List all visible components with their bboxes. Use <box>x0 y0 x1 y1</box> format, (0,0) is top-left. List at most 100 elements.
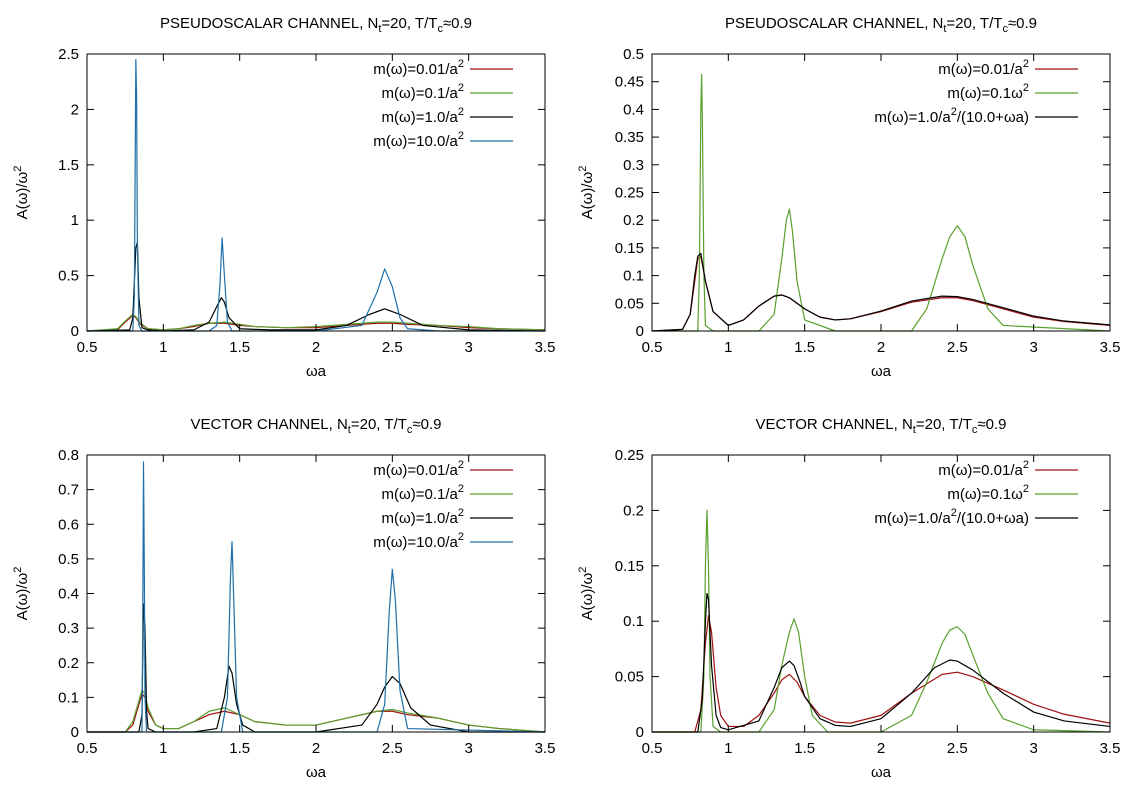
x-tick-label: 2.5 <box>947 740 968 757</box>
x-tick-label: 3.5 <box>535 339 556 356</box>
y-tick-label: 0.25 <box>615 185 644 202</box>
y-axis-label: A(ω)/ω2 <box>12 567 31 621</box>
y-tick-label: 2.5 <box>58 46 79 63</box>
chart-title: PSEUDOSCALAR CHANNEL, Nt=20, T/Tc≈0.9 <box>160 15 472 35</box>
legend-entry-1: m(ω)=0.01/a2 <box>938 58 1029 78</box>
x-tick-label: 0.5 <box>642 339 663 356</box>
y-tick-label: 0.2 <box>58 655 79 672</box>
y-tick-label: 0 <box>71 323 79 340</box>
x-tick-label: 3 <box>464 740 472 757</box>
x-tick-label: 2 <box>877 740 885 757</box>
y-axis-label-superscript: 2 <box>12 166 24 172</box>
y-tick-label: 0.5 <box>58 551 79 568</box>
legend-entry-1: m(ω)=0.01/a2 <box>938 459 1029 479</box>
legend-entry-3: m(ω)=1.0/a2 <box>382 507 464 527</box>
title-subscript: c <box>972 424 978 436</box>
chart-title: VECTOR CHANNEL, Nt=20, T/Tc≈0.9 <box>191 416 442 436</box>
y-tick-label: 0.15 <box>615 240 644 257</box>
legend-superscript: 2 <box>458 483 464 495</box>
y-tick-label: 0.05 <box>615 669 644 686</box>
x-tick-label: 2.5 <box>947 339 968 356</box>
x-tick-label: 2.5 <box>382 339 403 356</box>
series-line-1 <box>651 255 1111 332</box>
y-tick-label: 0.1 <box>623 268 644 285</box>
plot-frame <box>86 454 546 733</box>
y-tick-label: 0 <box>636 323 644 340</box>
y-tick-label: 0.5 <box>623 46 644 63</box>
x-tick-label: 3 <box>1029 339 1037 356</box>
legend-text: m(ω)=0.1ω <box>947 85 1023 102</box>
series-line-2 <box>86 313 546 332</box>
y-axis-label-text: A(ω)/ω <box>14 572 31 620</box>
x-tick-label: 1 <box>159 339 167 356</box>
x-tick-label: 2.5 <box>382 740 403 757</box>
y-tick-label: 2 <box>71 101 79 118</box>
y-tick-label: 0.3 <box>623 157 644 174</box>
title-text: =20, T/T <box>381 15 437 32</box>
title-text: VECTOR CHANNEL, N <box>191 416 348 433</box>
title-text: =20, T/T <box>946 15 1002 32</box>
chart-panel-3: VECTOR CHANNEL, Nt=20, T/Tc≈0.9 0.5 1 1.5 2 2… <box>0 401 565 801</box>
y-axis-label-text: A(ω)/ω <box>579 171 596 219</box>
legend-entry-3: m(ω)=1.0/a2/(10.0+ωa) <box>874 106 1029 126</box>
x-tick-label: 1.5 <box>794 740 815 757</box>
legend-text: m(ω)=10.0/a <box>373 534 458 551</box>
x-tick-label: 2 <box>312 339 320 356</box>
legend-superscript: 2 <box>458 82 464 94</box>
legend-text: m(ω)=0.1ω <box>947 486 1023 503</box>
legend-superscript: 2 <box>458 531 464 543</box>
legend-entry-4: m(ω)=10.0/a2 <box>373 531 464 551</box>
y-tick-label: 0.35 <box>615 129 644 146</box>
legend-text: m(ω)=0.01/a <box>373 61 458 78</box>
legend-entry-3: m(ω)=1.0/a2 <box>382 106 464 126</box>
legend-text: m(ω)=0.01/a <box>938 462 1023 479</box>
y-tick-label: 1.5 <box>58 157 79 174</box>
legend-superscript: 2 <box>458 507 464 519</box>
series-line-2 <box>652 509 1111 733</box>
legend-text: m(ω)=1.0/a <box>874 510 951 527</box>
series-line-4 <box>87 58 545 332</box>
legend-superscript: 2 <box>1023 58 1029 70</box>
y-tick-label: 0 <box>71 724 79 741</box>
y-axis-label-superscript: 2 <box>12 567 24 573</box>
x-tick-label: 2 <box>877 339 885 356</box>
legend-entry-3: m(ω)=1.0/a2/(10.0+ωa) <box>874 507 1029 527</box>
y-axis-label-text: A(ω)/ω <box>14 171 31 219</box>
x-tick-label: 1 <box>724 339 732 356</box>
y-tick-label: 0.05 <box>615 295 644 312</box>
legend-text: m(ω)=1.0/a <box>874 109 951 126</box>
x-tick-label: 3.5 <box>1100 740 1121 757</box>
y-tick-label: 0.5 <box>58 268 79 285</box>
legend-text: m(ω)=0.01/a <box>938 61 1023 78</box>
x-axis-label: ωa <box>871 363 892 380</box>
title-subscript: c <box>437 23 443 35</box>
y-tick-label: 0.6 <box>58 516 79 533</box>
series-line-4 <box>87 461 546 733</box>
legend-entry-4: m(ω)=10.0/a2 <box>373 130 464 150</box>
legend-text: m(ω)=0.1/a <box>382 486 459 503</box>
y-axis-label-text: A(ω)/ω <box>579 572 596 620</box>
chart-panel-4: VECTOR CHANNEL, Nt=20, T/Tc≈0.9 0.5 1 1.5 2 2… <box>565 401 1130 801</box>
series-line-3 <box>86 241 546 332</box>
plot-frame <box>651 454 1111 733</box>
y-tick-label: 0.2 <box>623 212 644 229</box>
y-axis-label: A(ω)/ω2 <box>577 166 596 220</box>
legend-superscript: 2 <box>1023 483 1029 495</box>
chart-svg-1: PSEUDOSCALAR CHANNEL, Nt=20, T/Tc≈0.9 0.5… <box>12 15 556 380</box>
title-text: =20, T/T <box>351 416 407 433</box>
title-text: ≈0.9 <box>977 416 1006 433</box>
y-axis-label: A(ω)/ω2 <box>12 166 31 220</box>
y-tick-label: 0.1 <box>623 613 644 630</box>
series-line-2 <box>652 73 1111 332</box>
title-text: ≈0.9 <box>443 15 472 32</box>
y-tick-label: 0.3 <box>58 620 79 637</box>
chart-panel-2: PSEUDOSCALAR CHANNEL, Nt=20, T/Tc≈0.9 0.5… <box>565 0 1130 400</box>
chart-svg-4: VECTOR CHANNEL, Nt=20, T/Tc≈0.9 0.5 1 1.5 2 2… <box>577 416 1121 781</box>
x-tick-label: 1.5 <box>229 339 250 356</box>
x-tick-label: 3 <box>464 339 472 356</box>
series-line-1 <box>86 314 546 332</box>
plot-frame <box>86 53 546 332</box>
title-text: ≈0.9 <box>412 416 441 433</box>
title-text: PSEUDOSCALAR CHANNEL, N <box>160 15 378 32</box>
